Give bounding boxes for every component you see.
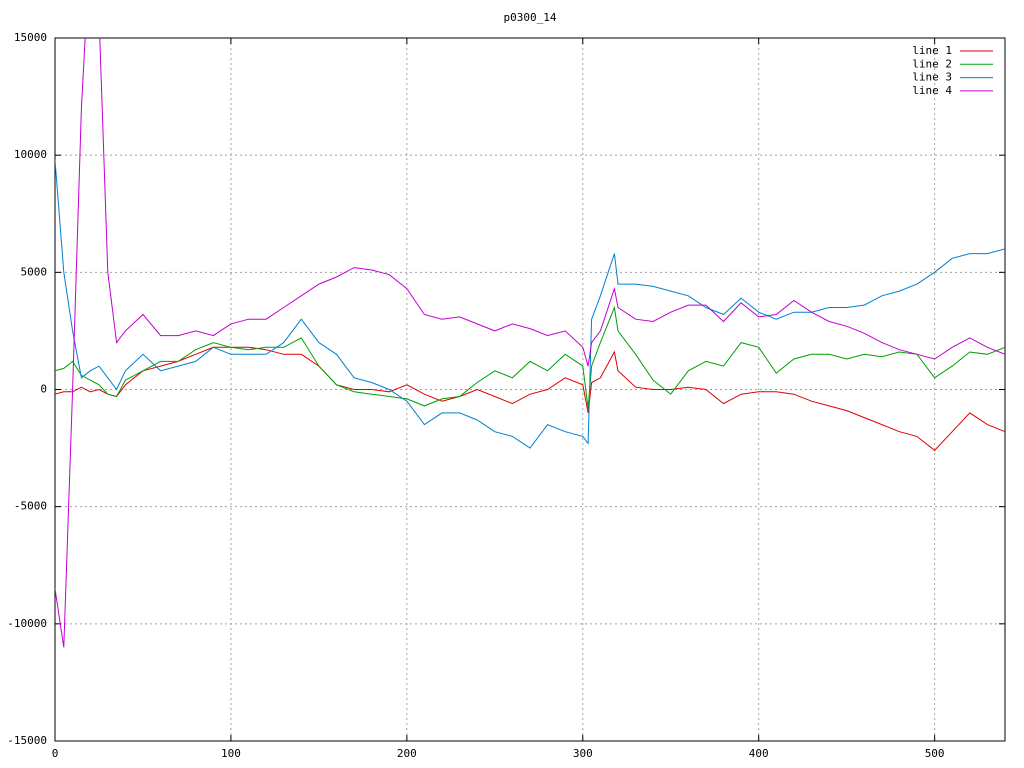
x-tick-label: 500 [925, 747, 945, 760]
plot-border [54, 37, 1006, 742]
x-tick-label: 400 [749, 747, 769, 760]
data-line [55, 305, 1005, 409]
y-tick-label: -5000 [14, 500, 47, 513]
x-tick-label: 0 [52, 747, 59, 760]
x-tick-label: 100 [221, 747, 241, 760]
plot-area [55, 38, 1005, 648]
x-tick-label: 300 [573, 747, 593, 760]
y-tick-label: 15000 [14, 31, 47, 44]
y-tick-label: -10000 [7, 617, 47, 630]
y-tick-label: -15000 [7, 734, 47, 747]
data-line [55, 346, 1005, 452]
y-tick-label: 5000 [21, 265, 48, 278]
data-line [55, 38, 1005, 648]
x-tick-label: 200 [397, 747, 417, 760]
legend-label: line 4 [912, 84, 952, 97]
chart-title: p0300_14 [504, 11, 557, 24]
legend-label: line 3 [912, 71, 952, 84]
y-tick-label: 10000 [14, 148, 47, 161]
legend-label: line 2 [912, 57, 952, 70]
legend-label: line 1 [912, 44, 952, 57]
y-tick-label: 0 [40, 383, 47, 396]
data-line [55, 159, 1005, 449]
